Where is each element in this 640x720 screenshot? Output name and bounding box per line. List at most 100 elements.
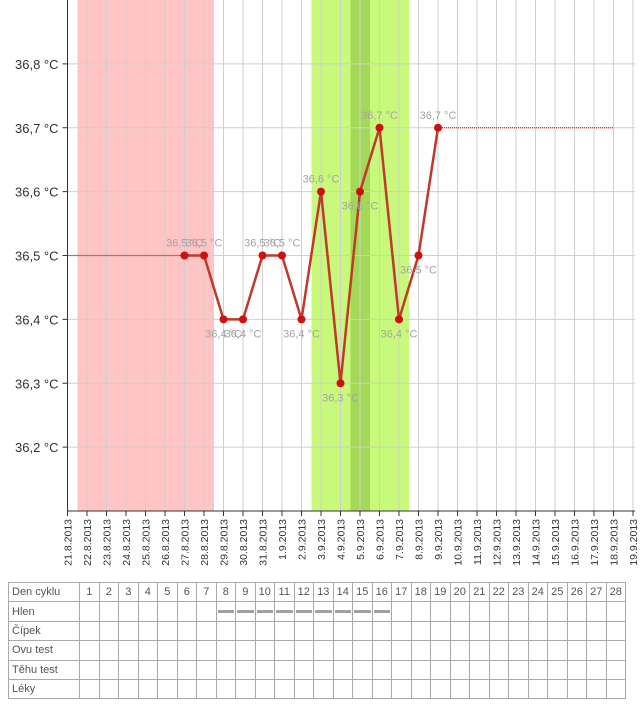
data-point (317, 187, 325, 196)
data-label: 36,5 °C (264, 238, 301, 250)
table-cell (586, 640, 607, 661)
day-number-cell: 24 (527, 581, 548, 603)
table-cell (332, 659, 353, 680)
y-tick-label: 36,7 °C (15, 121, 59, 136)
table-cell (430, 678, 451, 700)
x-tick-label: 21.8.2013 (63, 519, 75, 566)
x-tick-label: 14.9.2013 (531, 519, 543, 566)
day-number-cell: 12 (293, 581, 314, 603)
x-tick-label: 11.9.2013 (472, 519, 484, 565)
table-cell (586, 678, 607, 700)
table-cell (430, 601, 451, 622)
x-tick-label: 8.9.2013 (414, 519, 426, 560)
table-cell (79, 659, 100, 680)
row-label: Léky (8, 678, 80, 700)
x-tick-label: 10.9.2013 (453, 519, 465, 566)
data-point (200, 251, 208, 260)
x-tick-label: 6.9.2013 (375, 519, 387, 560)
table-row: Čípek (8, 620, 626, 642)
y-tick-label: 36,5 °C (15, 249, 59, 264)
table-cell (254, 620, 275, 642)
row-label: Ovu test (8, 640, 80, 661)
x-tick-label: 4.9.2013 (336, 519, 348, 560)
table-cell (274, 620, 295, 642)
day-number-cell: 13 (313, 581, 334, 603)
mucus-marker (256, 610, 273, 614)
table-cell (527, 659, 548, 680)
table-cell (137, 620, 158, 642)
x-tick-label: 22.8.2013 (82, 519, 94, 566)
data-label: 36,5 °C (244, 238, 281, 250)
table-cell (176, 659, 197, 680)
y-tick-label: 36,2 °C (15, 440, 59, 455)
table-cell (605, 601, 626, 622)
data-point (219, 315, 228, 324)
day-number-cell: 23 (508, 581, 529, 603)
table-cell (391, 659, 412, 680)
table-cell (196, 620, 217, 642)
y-tick-label: 36,8 °C (15, 57, 59, 72)
table-cell (274, 659, 295, 680)
table-cell (176, 678, 197, 700)
day-number-cell: 27 (586, 581, 607, 603)
day-number-cell: 17 (391, 581, 412, 603)
table-cell (254, 659, 275, 680)
table-cell (332, 601, 353, 622)
x-tick-label: 27.8.2013 (180, 519, 192, 566)
day-number-cell: 21 (469, 581, 490, 603)
table-cell (98, 620, 119, 642)
day-number-cell: 11 (274, 581, 295, 603)
table-cell (430, 640, 451, 661)
x-tick-label: 18.9.2013 (609, 519, 621, 566)
table-cell (274, 678, 295, 700)
day-number-cell: 1 (79, 581, 100, 603)
table-cell (79, 601, 100, 622)
table-cell (215, 620, 236, 642)
table-cell (254, 640, 275, 661)
day-number-cell: 2 (98, 581, 119, 603)
table-cell (566, 659, 587, 680)
day-number-cell: 9 (235, 581, 256, 603)
table-cell (586, 659, 607, 680)
data-label: 36,7 °C (420, 110, 457, 122)
table-cell (566, 620, 587, 642)
table-cell (235, 620, 256, 642)
x-tick-label: 23.8.2013 (102, 519, 114, 566)
table-cell (410, 640, 431, 661)
mucus-marker (354, 610, 371, 614)
table-cell (469, 620, 490, 642)
day-number-cell: 28 (605, 581, 626, 603)
day-number-cell: 22 (488, 581, 509, 603)
data-point (297, 315, 306, 324)
table-cell (79, 640, 100, 661)
row-label: Těhu test (8, 659, 80, 680)
data-label: 36,4 °C (205, 328, 242, 340)
data-point (356, 187, 364, 196)
day-number-cell: 7 (196, 581, 217, 603)
x-tick-label: 24.8.2013 (121, 519, 133, 566)
table-cell (488, 678, 509, 700)
data-point (375, 123, 384, 132)
table-cell (157, 601, 178, 622)
table-cell (235, 678, 256, 700)
table-cell (410, 678, 431, 700)
day-number-cell: 20 (449, 581, 470, 603)
y-tick-label: 36,3 °C (15, 376, 59, 391)
table-cell (430, 659, 451, 680)
day-number-cell: 8 (215, 581, 236, 603)
table-cell (235, 601, 256, 622)
table-cell (274, 601, 295, 622)
table-cell (196, 601, 217, 622)
table-cell (235, 640, 256, 661)
table-cell (371, 640, 392, 661)
table-cell (332, 678, 353, 700)
x-tick-label: 17.9.2013 (589, 519, 601, 566)
table-cell (391, 601, 412, 622)
data-point (278, 251, 286, 260)
table-cell (352, 678, 373, 700)
table-cell (196, 678, 217, 700)
data-label: 36,4 °C (381, 328, 418, 340)
table-cell (118, 659, 139, 680)
chart-axes: 36,2 °C 36,3 °C 36,4 °C 36,5 °C 36,6 °C 36,7 … (15, 0, 640, 566)
x-tick-label: 12.9.2013 (492, 519, 504, 566)
